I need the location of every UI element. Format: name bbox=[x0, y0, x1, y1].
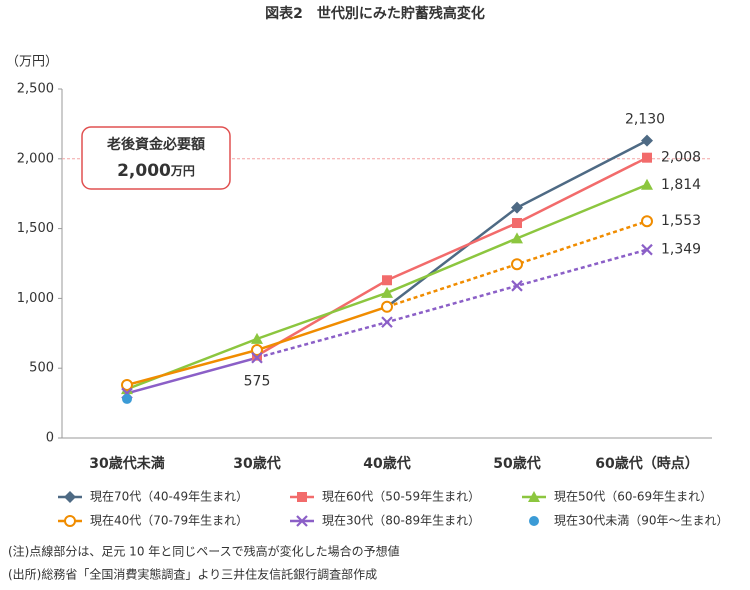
data-label: 2,130 bbox=[625, 112, 665, 128]
y-tick-label: 1,500 bbox=[17, 221, 54, 236]
point bbox=[251, 351, 263, 364]
legend-marker bbox=[64, 515, 76, 527]
x-tick-label: 60歳代（時点） bbox=[595, 455, 698, 472]
point bbox=[511, 232, 523, 244]
data-label: 1,553 bbox=[661, 213, 701, 229]
annotation-value: 2,000万円 bbox=[117, 161, 195, 181]
point bbox=[511, 258, 523, 271]
point bbox=[511, 280, 523, 292]
point bbox=[641, 134, 653, 147]
legend-label: 現在40代（70-79年生まれ） bbox=[90, 514, 248, 528]
legend-marker bbox=[529, 516, 539, 526]
annotation-number: 2,000 bbox=[117, 161, 171, 181]
point bbox=[251, 332, 263, 344]
point bbox=[641, 215, 653, 228]
x-tick-label: 40歳代 bbox=[363, 455, 410, 472]
data-label: 2,008 bbox=[661, 150, 701, 166]
series-line bbox=[256, 248, 648, 359]
point bbox=[511, 201, 523, 214]
legend-marker bbox=[297, 492, 307, 502]
point bbox=[122, 393, 132, 404]
chart-title: 図表2 世代別にみた貯蓄残高変化 bbox=[265, 5, 485, 22]
point bbox=[121, 378, 133, 391]
x-tick-label: 30歳代 bbox=[233, 455, 280, 472]
legend-item: 現在30代（80-89年生まれ） bbox=[290, 514, 480, 528]
legend-marker bbox=[528, 491, 540, 502]
data-label: 575 bbox=[244, 374, 271, 390]
series-line bbox=[256, 156, 648, 357]
legend-item: 現在50代（60-69年生まれ） bbox=[522, 490, 712, 504]
x-tick-label: 30歳代未満 bbox=[89, 455, 164, 472]
point bbox=[512, 218, 522, 229]
annotation-title: 老後資金必要額 bbox=[107, 136, 205, 153]
legend-item: 現在40代（70-79年生まれ） bbox=[58, 514, 248, 528]
legend-item: 現在60代（50-59年生まれ） bbox=[290, 490, 480, 504]
point bbox=[382, 275, 392, 286]
y-tick-label: 2,000 bbox=[17, 151, 54, 166]
note: (注)点線部分は、足元 10 年と同じペースで残高が変化した場合の予想値 bbox=[8, 544, 400, 559]
point bbox=[641, 243, 653, 256]
series-line bbox=[126, 356, 258, 395]
data-label: 1,349 bbox=[661, 242, 701, 258]
legend-marker bbox=[296, 515, 308, 527]
annotation-box bbox=[81, 126, 231, 190]
legend-marker bbox=[64, 491, 76, 503]
y-tick-label: 500 bbox=[29, 361, 54, 376]
legend-label: 現在50代（60-69年生まれ） bbox=[554, 490, 712, 504]
legend-label: 現在70代（40-49年生まれ） bbox=[90, 490, 248, 504]
legend-item: 現在30代未満（90年〜生まれ） bbox=[529, 514, 729, 528]
point bbox=[642, 152, 652, 163]
annotation-unit: 万円 bbox=[170, 164, 195, 178]
legend-label: 現在30代未満（90年〜生まれ） bbox=[554, 514, 729, 528]
legend-label: 現在30代（80-89年生まれ） bbox=[322, 514, 480, 528]
legend-item: 現在70代（40-49年生まれ） bbox=[58, 490, 248, 504]
point bbox=[381, 286, 393, 298]
y-tick-label: 1,000 bbox=[17, 291, 54, 306]
y-tick-label: 2,500 bbox=[17, 82, 54, 97]
y-tick-label: 0 bbox=[46, 431, 54, 446]
point bbox=[381, 300, 393, 313]
x-tick-label: 50歳代 bbox=[493, 455, 540, 472]
point bbox=[641, 178, 653, 190]
legend-label: 現在60代（50-59年生まれ） bbox=[322, 490, 480, 504]
point bbox=[381, 316, 393, 328]
note: (出所)総務省「全国消費実態調査」より三井住友信託銀行調査部作成 bbox=[8, 567, 377, 582]
point bbox=[251, 344, 263, 357]
y-axis-label: （万円） bbox=[6, 55, 58, 70]
data-label: 1,814 bbox=[661, 177, 701, 193]
